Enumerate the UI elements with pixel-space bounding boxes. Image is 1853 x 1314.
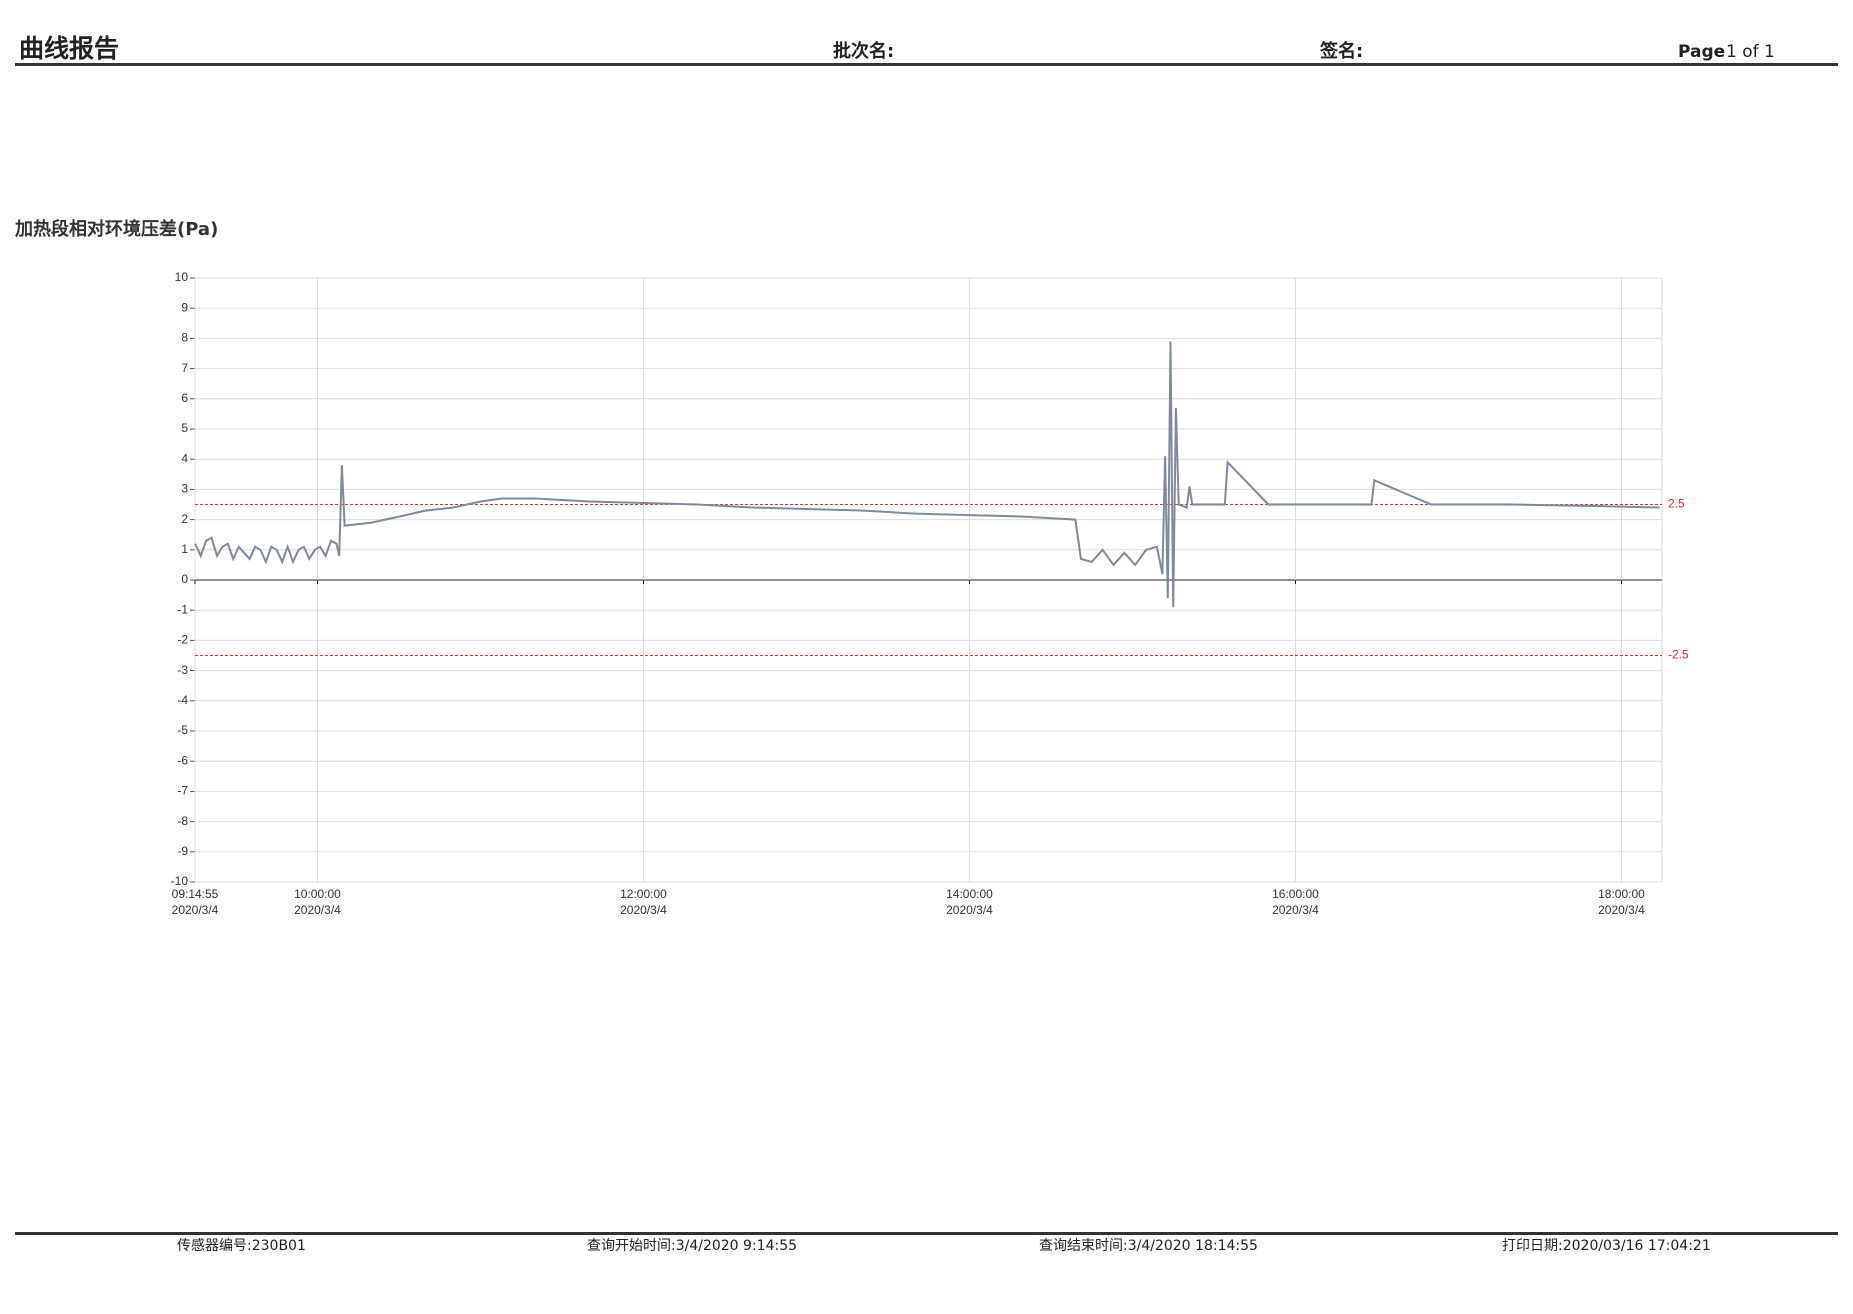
x-tick-label: 12:00:00: [620, 887, 667, 901]
y-tick-label: -3: [177, 663, 188, 677]
y-tick-label: 8: [181, 331, 188, 345]
y-tick-label: 6: [181, 391, 188, 405]
x-tick-label: 14:00:00: [946, 887, 993, 901]
chart-title: 加热段相对环境压差(Pa): [14, 218, 218, 240]
y-tick-label: -7: [177, 784, 188, 798]
x-tick-date: 2020/3/4: [1272, 903, 1319, 917]
footer-end: 查询结束时间:3/4/2020 18:14:55: [1039, 1238, 1258, 1254]
x-tick-label: 10:00:00: [294, 887, 341, 901]
y-tick-label: -2: [177, 633, 188, 647]
footer-sensor: 传感器编号:230B01: [177, 1237, 306, 1254]
y-tick-label: 9: [181, 300, 188, 314]
x-tick-date: 2020/3/4: [946, 903, 993, 917]
series-line: [194, 341, 1660, 608]
reference-label: -2.5: [1668, 648, 1689, 662]
plot: -10-9-8-7-6-5-4-3-2-101234567891009:14:5…: [171, 270, 1689, 917]
y-tick-label: -4: [177, 693, 188, 707]
reference-label: 2.5: [1668, 497, 1685, 511]
y-tick-label: 7: [181, 361, 188, 375]
y-tick-label: -1: [177, 602, 188, 616]
footer-print-date: 打印日期:2020/03/16 17:04:21: [1502, 1237, 1711, 1254]
y-tick-label: -5: [177, 723, 188, 737]
x-tick-date: 2020/3/4: [620, 903, 667, 917]
y-tick-label: 5: [181, 421, 188, 435]
page-number: 1 of 1: [1726, 42, 1775, 62]
signature-label: 签名:: [1319, 40, 1363, 62]
x-tick-label: 09:14:55: [172, 887, 219, 901]
y-tick-label: 3: [181, 482, 188, 496]
x-tick-label: 18:00:00: [1598, 887, 1645, 901]
x-tick-label: 16:00:00: [1272, 887, 1319, 901]
x-tick-date: 2020/3/4: [294, 903, 341, 917]
page-word: Page: [1678, 42, 1725, 62]
y-tick-label: -8: [177, 814, 188, 828]
x-tick-date: 2020/3/4: [172, 903, 219, 917]
header-rule: [15, 63, 1838, 66]
footer-rule: [15, 1232, 1838, 1235]
y-tick-label: -6: [177, 753, 188, 767]
y-tick-label: 1: [181, 542, 188, 556]
x-tick-date: 2020/3/4: [1598, 903, 1645, 917]
y-tick-label: -10: [171, 874, 189, 888]
footer-start: 查询开始时间:3/4/2020 9:14:55: [587, 1238, 797, 1254]
batch-label: 批次名:: [833, 40, 894, 62]
y-tick-label: -9: [177, 844, 188, 858]
report-title: 曲线报告: [19, 34, 119, 63]
y-tick-label: 4: [181, 451, 188, 465]
y-tick-label: 2: [181, 512, 188, 526]
y-tick-label: 0: [181, 572, 188, 586]
y-tick-label: 10: [175, 270, 189, 284]
